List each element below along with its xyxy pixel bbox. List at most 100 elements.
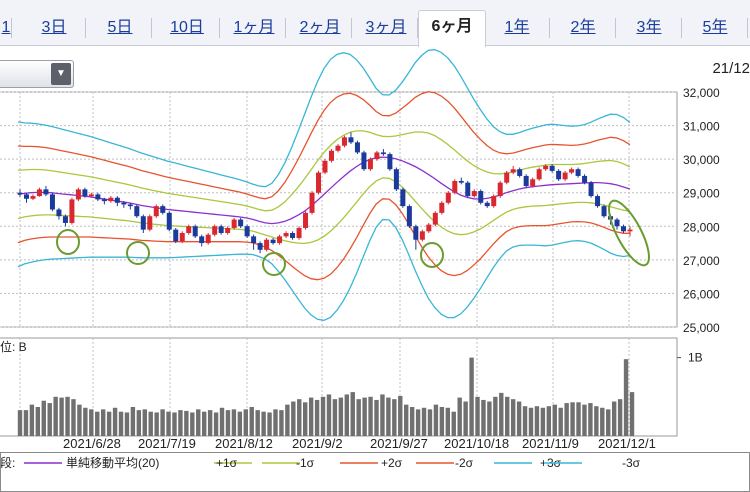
- volume-bar: [510, 399, 516, 436]
- annotation-circle: [420, 242, 444, 268]
- candle-body: [517, 169, 523, 176]
- candle-body: [367, 159, 373, 170]
- volume-bar: [47, 403, 52, 436]
- legend-label: -3σ: [622, 456, 641, 470]
- volume-bar: [404, 404, 409, 436]
- candle-body: [348, 137, 354, 143]
- candle-body: [393, 169, 399, 190]
- candle-body: [160, 206, 166, 213]
- tab-1[interactable]: 3日: [22, 12, 86, 45]
- tab-2[interactable]: 5日: [88, 12, 152, 45]
- candle-body: [491, 196, 497, 207]
- volume-bar: [172, 412, 177, 436]
- candle-body: [380, 152, 386, 155]
- legend-label: 単純移動平均(20): [66, 456, 159, 470]
- sma20-line: [17, 156, 631, 225]
- candle-body: [17, 192, 23, 195]
- tab-5[interactable]: 2ヶ月: [288, 12, 352, 45]
- candle-body: [264, 239, 270, 250]
- candle-body: [432, 212, 438, 225]
- volume-bar: [65, 396, 70, 436]
- candle-body: [251, 236, 257, 244]
- annotation-circle: [262, 252, 286, 276]
- tab-6[interactable]: 3ヶ月: [354, 12, 418, 45]
- band-minus-3sigma: [17, 218, 631, 321]
- volume-bar: [350, 392, 355, 436]
- chart-type-dropdown[interactable]: ▼: [0, 60, 74, 88]
- volume-bar: [552, 404, 557, 436]
- tab-11[interactable]: 5年: [682, 12, 748, 45]
- volume-bar: [326, 394, 332, 436]
- volume-bar: [380, 394, 385, 436]
- candle-body: [114, 197, 120, 203]
- volume-bar: [261, 411, 266, 436]
- volume-bar: [255, 410, 260, 436]
- triangle-down-icon[interactable]: ▼: [51, 63, 71, 85]
- candle-body: [504, 172, 510, 183]
- candle-body: [134, 206, 140, 217]
- candle-body: [322, 160, 328, 173]
- candle-body: [95, 194, 101, 200]
- x-tick-label: 2021/9/27: [370, 436, 428, 451]
- band-minus-2sigma: [17, 198, 630, 281]
- tab-8[interactable]: 1年: [484, 12, 550, 45]
- candle-body: [413, 226, 419, 240]
- x-tick-label: 2021/7/19: [138, 436, 196, 451]
- annotation-circle: [608, 199, 650, 267]
- volume-bar: [421, 407, 427, 436]
- volume-bar: [481, 399, 486, 436]
- annotation-circle: [126, 241, 150, 265]
- volume-bar: [344, 394, 349, 436]
- volume-bar: [451, 411, 456, 436]
- legend-label: -1σ: [296, 456, 315, 470]
- volume-bar: [433, 404, 439, 436]
- candle-body: [523, 175, 529, 186]
- volume-unit-label: 位: B: [0, 339, 27, 354]
- price-tick-label: 26,000: [683, 287, 720, 301]
- candle-body: [341, 137, 347, 146]
- candle-body: [127, 204, 133, 207]
- tab-7[interactable]: 6ヶ月: [418, 10, 486, 47]
- band-plus-3sigma: [17, 49, 631, 188]
- volume-bar: [516, 401, 522, 436]
- candle-body: [582, 175, 588, 183]
- candle-body: [199, 236, 205, 244]
- volume-bar: [83, 407, 88, 436]
- candle-body: [296, 227, 302, 239]
- candle-body: [303, 212, 309, 228]
- volume-bar: [362, 397, 367, 436]
- candle-body: [627, 229, 633, 232]
- tab-10[interactable]: 3年: [616, 12, 682, 45]
- candle-body: [49, 194, 55, 210]
- candle-body: [257, 243, 263, 250]
- candle-body: [316, 172, 322, 193]
- volume-bar: [112, 407, 118, 436]
- volume-bar: [582, 404, 587, 436]
- volume-bar: [35, 406, 41, 436]
- tab-9[interactable]: 2年: [550, 12, 616, 45]
- volume-bar: [23, 410, 29, 436]
- volume-bar: [297, 399, 302, 436]
- volume-bar: [617, 399, 623, 436]
- candle-body: [530, 179, 536, 186]
- volume-bar: [279, 410, 284, 436]
- volume-bar: [409, 406, 415, 436]
- volume-bar: [392, 399, 397, 436]
- tab-4[interactable]: 1ヶ月: [222, 12, 286, 45]
- candle-body: [452, 180, 458, 193]
- candle-body: [569, 169, 575, 173]
- volume-bar: [588, 403, 593, 436]
- volume-bar: [130, 406, 136, 436]
- candle-body: [562, 172, 568, 180]
- period-tab-bar: [0, 0, 750, 46]
- tab-0[interactable]: 1: [0, 12, 12, 45]
- price-tick-label: 28,000: [683, 220, 720, 234]
- volume-bar: [213, 412, 219, 436]
- volume-bar: [558, 407, 563, 436]
- candle-body: [153, 206, 159, 217]
- price-panel: [0, 91, 678, 328]
- tab-3[interactable]: 10日: [154, 12, 220, 45]
- candle-body: [497, 182, 503, 197]
- volume-bar: [528, 407, 534, 436]
